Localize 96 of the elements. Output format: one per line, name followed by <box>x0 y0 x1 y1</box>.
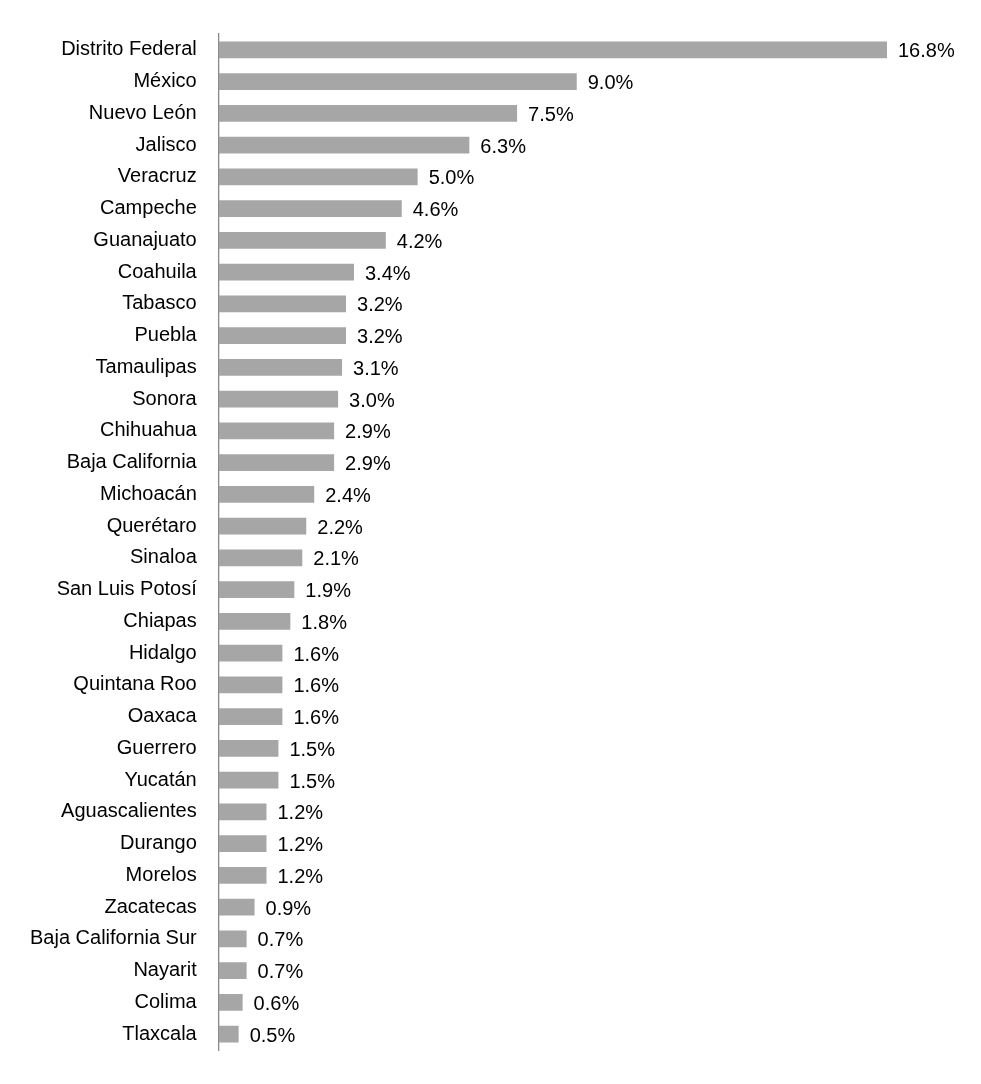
y-tick-label: Nuevo León <box>88 100 197 123</box>
data-label: 3.0% <box>349 388 395 411</box>
bar <box>218 263 354 281</box>
y-tick-label: Querétaro <box>106 513 197 536</box>
data-label: 1.6% <box>293 642 340 665</box>
y-tick-label: Quintana Roo <box>73 672 197 695</box>
y-tick-label: Tamaulipas <box>95 354 197 377</box>
bar <box>218 105 518 122</box>
y-tick-label: Zacatecas <box>104 894 197 917</box>
data-label: 4.2% <box>396 229 443 252</box>
data-label: 1.9% <box>305 579 352 602</box>
bar <box>218 168 418 186</box>
y-tick-label: Colima <box>134 989 198 1012</box>
y-tick-label: Sinaloa <box>130 545 198 568</box>
bar <box>218 359 343 376</box>
y-tick-label: Guanajuato <box>93 227 197 250</box>
bar <box>218 390 339 408</box>
bar <box>218 295 347 313</box>
y-tick-label: Baja California <box>66 450 198 473</box>
y-tick-label: Tabasco <box>122 291 197 314</box>
data-label: 1.2% <box>277 864 324 887</box>
data-label: 3.2% <box>357 293 403 316</box>
bar <box>218 930 247 948</box>
data-label: 1.8% <box>301 610 348 633</box>
y-tick-label: Morelos <box>125 862 197 885</box>
y-tick-label: Jalisco <box>135 132 197 155</box>
y-tick-label: Yucatán <box>124 767 197 790</box>
bar <box>218 835 267 852</box>
data-label: 3.1% <box>353 356 399 379</box>
data-label: 4.6% <box>412 198 459 221</box>
data-label: 2.4% <box>325 483 372 506</box>
data-label: 9.0% <box>587 71 634 94</box>
data-label: 0.7% <box>257 960 304 983</box>
y-tick-label: Oaxaca <box>127 704 198 727</box>
bar <box>218 676 283 694</box>
data-label: 3.2% <box>357 325 403 348</box>
y-tick-label: Campeche <box>100 196 197 219</box>
data-label: 1.6% <box>293 674 340 697</box>
bar <box>218 327 347 344</box>
y-tick-label: Durango <box>120 831 197 854</box>
data-label: 1.2% <box>277 833 324 856</box>
bar <box>218 740 279 757</box>
y-tick-label: Tlaxcala <box>122 1021 198 1044</box>
y-tick-label: Nayarit <box>133 958 198 981</box>
bar <box>218 486 315 503</box>
y-tick-label: San Luis Potosí <box>56 577 198 600</box>
bar <box>218 708 283 725</box>
bar <box>218 549 303 567</box>
bar <box>218 136 470 154</box>
y-tick-label: Baja California Sur <box>30 926 198 949</box>
bar <box>218 962 247 979</box>
y-tick-label: Sonora <box>132 386 198 409</box>
bar <box>218 613 291 630</box>
data-label: 16.8% <box>898 39 955 62</box>
bar <box>218 581 295 598</box>
data-label: 0.5% <box>249 1023 296 1046</box>
data-label: 2.1% <box>313 547 360 570</box>
data-label: 2.2% <box>317 515 364 538</box>
bar <box>218 898 255 916</box>
data-label: 1.5% <box>289 769 336 792</box>
data-label: 7.5% <box>528 102 574 125</box>
data-label: 2.9% <box>345 452 391 475</box>
y-tick-label: Aguascalientes <box>61 799 197 822</box>
bar <box>218 73 577 90</box>
y-tick-label: Hidalgo <box>128 640 197 663</box>
y-tick-label: Distrito Federal <box>61 37 197 60</box>
y-tick-label: Chiapas <box>123 608 197 631</box>
data-label: 0.7% <box>257 928 304 951</box>
data-label: 0.9% <box>265 896 312 919</box>
bar <box>218 422 335 440</box>
bar <box>218 232 386 249</box>
data-label: 5.0% <box>428 166 475 189</box>
bar <box>218 1025 239 1043</box>
bar <box>218 644 283 662</box>
bar <box>218 994 243 1011</box>
bar <box>218 867 267 884</box>
data-label: 3.4% <box>364 261 411 284</box>
y-tick-label: Puebla <box>134 323 198 346</box>
bar <box>218 41 887 59</box>
y-tick-label: Veracruz <box>117 164 197 187</box>
y-tick-label: Guerrero <box>116 735 197 758</box>
data-label: 0.6% <box>253 991 300 1014</box>
bar <box>218 517 307 535</box>
data-label: 1.6% <box>293 706 340 729</box>
y-tick-label: Michoacán <box>100 481 197 504</box>
data-label: 1.5% <box>289 737 336 760</box>
bar <box>218 803 267 821</box>
bar <box>218 454 335 471</box>
data-label: 1.2% <box>277 801 324 824</box>
data-label: 6.3% <box>480 134 527 157</box>
y-tick-label: Coahuila <box>117 259 198 282</box>
y-tick-label: México <box>133 69 197 92</box>
data-label: 2.9% <box>345 420 391 443</box>
bar <box>218 771 279 789</box>
y-tick-label: Chihuahua <box>100 418 198 441</box>
bar <box>218 200 402 217</box>
